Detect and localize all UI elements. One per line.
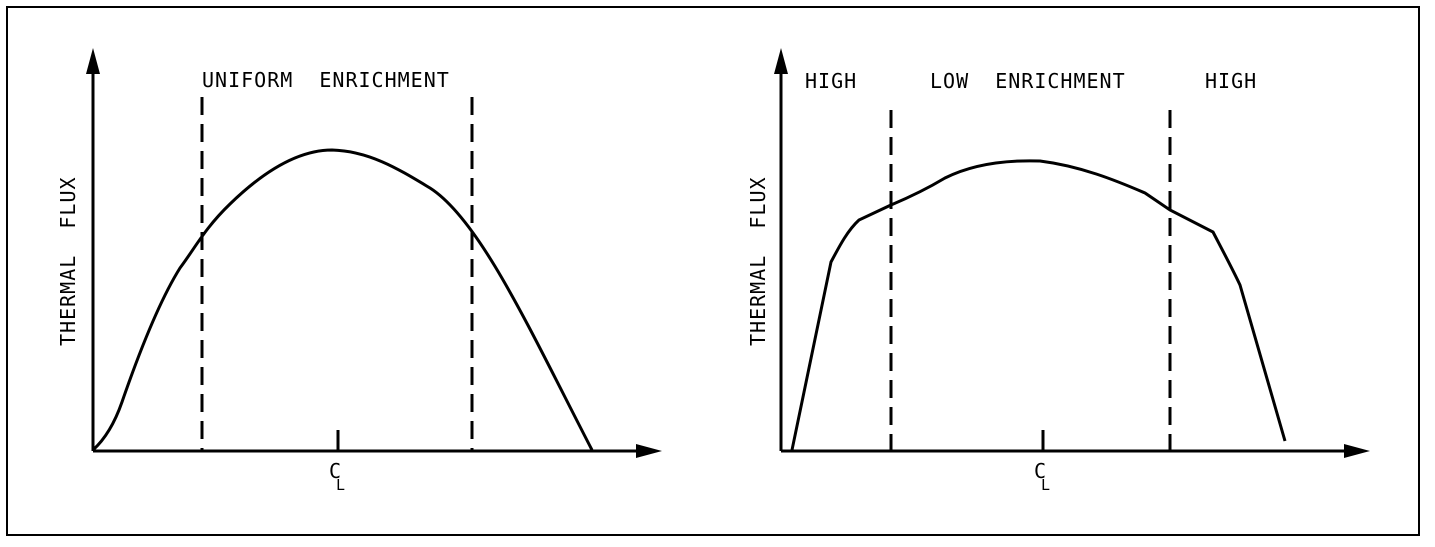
left-y-axis-label: THERMAL FLUX: [56, 176, 80, 346]
right-centerline-symbol: C: [1034, 459, 1047, 483]
left-panel: UNIFORM ENRICHMENT THERMAL FLUX C L: [56, 48, 662, 494]
left-centerline-sub: L: [336, 476, 346, 494]
left-flux-curve: [91, 148, 594, 452]
left-x-axis-arrowhead-icon: [636, 444, 662, 458]
right-flux-curve: [790, 159, 1287, 451]
right-x-axis-arrowhead-icon: [1344, 444, 1370, 458]
right-y-axis-arrowhead-icon: [774, 48, 788, 74]
right-region-label-high-left: HIGH: [805, 69, 857, 93]
right-centerline-sub: L: [1041, 476, 1051, 494]
left-region-label: UNIFORM ENRICHMENT: [202, 68, 450, 92]
right-panel: HIGH LOW ENRICHMENT HIGH THERMAL FLUX C …: [746, 48, 1370, 494]
right-y-axis-label: THERMAL FLUX: [746, 176, 770, 346]
figure-frame: [6, 6, 1420, 536]
left-y-axis-arrowhead-icon: [86, 48, 100, 74]
right-region-label-low: LOW ENRICHMENT: [930, 69, 1126, 93]
left-centerline-symbol: C: [329, 459, 342, 483]
right-region-label-high-right: HIGH: [1205, 69, 1257, 93]
